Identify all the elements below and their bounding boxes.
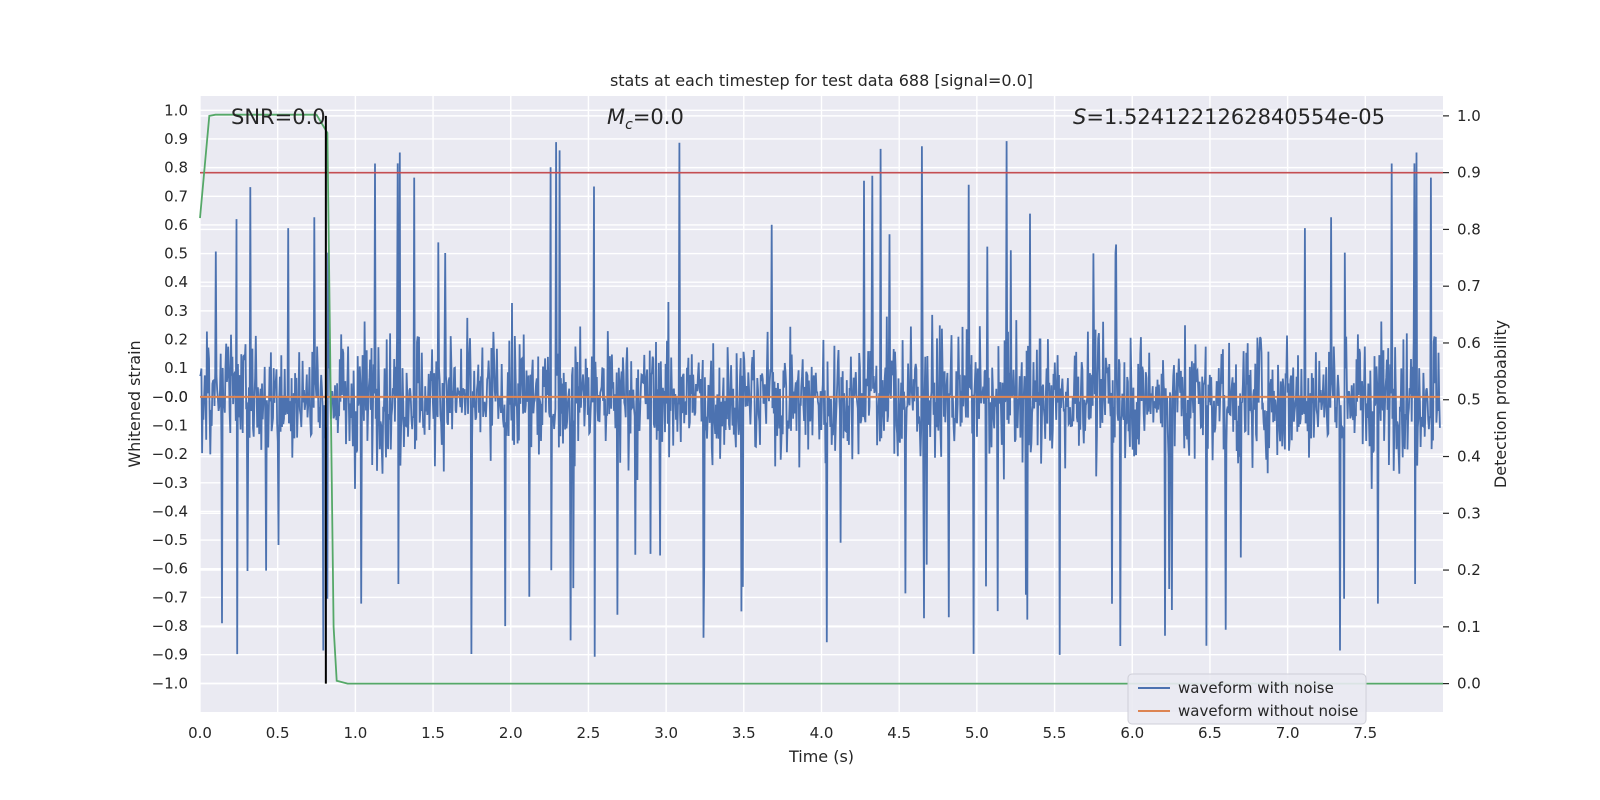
- y-tick-label: −0.5: [152, 531, 188, 549]
- x-axis-label: Time (s): [788, 747, 854, 766]
- y-tick-label: 1.0: [164, 101, 188, 119]
- y-tick-label: 0.8: [164, 159, 188, 177]
- right-y-tick-label: 0.6: [1457, 334, 1481, 352]
- x-tick-label: 7.0: [1276, 724, 1300, 742]
- x-tick-label: 3.5: [732, 724, 756, 742]
- annotation-s: S=1.5241221262840554e-05: [1073, 105, 1385, 129]
- y-tick-label: 0.3: [164, 302, 188, 320]
- y-tick-label: −0.0: [152, 388, 188, 406]
- chart-title: stats at each timestep for test data 688…: [610, 71, 1033, 90]
- y-tick-label: −0.1: [152, 416, 188, 434]
- right-y-tick-label: 0.4: [1457, 448, 1481, 466]
- right-y-tick-label: 0.1: [1457, 618, 1481, 636]
- x-tick-label: 1.5: [421, 724, 445, 742]
- legend-label-waveform-with-noise: waveform with noise: [1178, 679, 1334, 697]
- x-tick-label: 5.5: [1043, 724, 1067, 742]
- series-detection-probability: [199, 113, 1443, 685]
- x-tick-label: 0.0: [188, 724, 212, 742]
- y-tick-label: 0.6: [164, 216, 188, 234]
- series-waveform-with-noise: [199, 141, 1441, 657]
- y-tick-label: −0.6: [152, 560, 188, 578]
- waveform-with-noise-path: [199, 141, 1441, 657]
- right-y-tick-label: 0.9: [1457, 164, 1481, 182]
- y-tick-label: −0.3: [152, 474, 188, 492]
- x-axis-ticks: 0.0 0.5 1.0 1.5 2.0 2.5 3.0 3.5 4.0 4.5 5.0 5.5 6.0 6…: [188, 724, 1377, 742]
- legend-box: [1127, 673, 1367, 725]
- y-tick-label: −1.0: [152, 674, 188, 692]
- y-tick-label: 0.5: [164, 245, 188, 263]
- legend-label-waveform-without-noise: waveform without noise: [1178, 702, 1358, 720]
- y-tick-label: −0.4: [152, 502, 188, 520]
- x-tick-label: 4.0: [810, 724, 834, 742]
- right-y-tick-label: 1.0: [1457, 107, 1481, 125]
- right-y-axis-label: Detection probability: [1491, 320, 1510, 488]
- x-tick-label: 0.5: [266, 724, 290, 742]
- y-tick-label: 0.2: [164, 331, 188, 349]
- x-tick-label: 6.0: [1120, 724, 1144, 742]
- y-tick-label: −0.9: [152, 646, 188, 664]
- y-tick-label: 0.9: [164, 130, 188, 148]
- y-tick-label: 0.1: [164, 359, 188, 377]
- right-y-tick-label: 0.5: [1457, 391, 1481, 409]
- y-tick-label: 0.0: [164, 388, 188, 406]
- x-tick-label: 4.5: [887, 724, 911, 742]
- x-tick-label: 1.0: [343, 724, 367, 742]
- right-y-tick-label: 0.2: [1457, 561, 1481, 579]
- x-tick-label: 3.0: [654, 724, 678, 742]
- x-tick-label: 5.0: [965, 724, 989, 742]
- x-tick-label: 7.5: [1353, 724, 1377, 742]
- legend: waveform with noise waveform without noi…: [1127, 673, 1367, 725]
- x-tick-label: 2.5: [577, 724, 601, 742]
- y-tick-label: −0.2: [152, 445, 188, 463]
- right-y-tick-label: 0.0: [1457, 675, 1481, 693]
- right-y-tick-label: 0.8: [1457, 220, 1481, 238]
- y-axis-ticks: 1.0 0.9 0.8 0.7 0.6 0.5 0.4 0.3 0.2 0.1 0.0−0.0 −0.…: [152, 101, 188, 692]
- right-y-tick-label: 0.7: [1457, 277, 1481, 295]
- x-tick-label: 2.0: [499, 724, 523, 742]
- y-tick-label: 0.7: [164, 187, 188, 205]
- right-y-axis-ticks: 1.0 0.9 0.8 0.7 0.6 0.5 0.4 0.3 0.2 0.1 0.0: [1443, 107, 1481, 693]
- y-axis-label: Whitened strain: [125, 340, 144, 467]
- annotation-chirp-mass: Mc=0.0: [607, 105, 684, 133]
- x-tick-label: 6.5: [1198, 724, 1222, 742]
- y-tick-label: −0.7: [152, 588, 188, 606]
- y-tick-label: −0.8: [152, 617, 188, 635]
- annotation-snr: SNR=0.0: [231, 105, 326, 129]
- right-y-tick-label: 0.3: [1457, 504, 1481, 522]
- y-tick-label: 0.4: [164, 273, 188, 291]
